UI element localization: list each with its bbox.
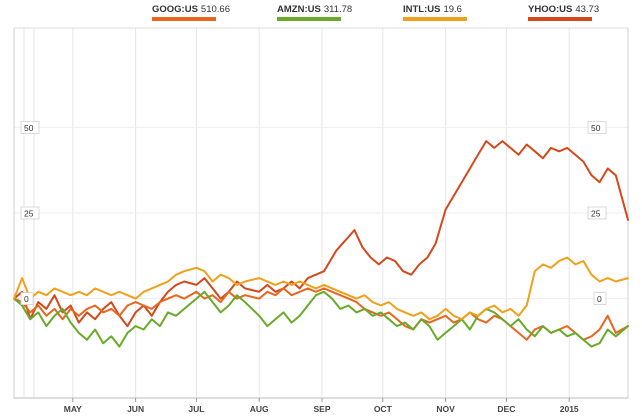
legend-swatch — [403, 17, 467, 21]
plot-frame — [13, 27, 629, 402]
legend-ticker: AMZN:US — [277, 4, 321, 15]
x-tick-label: MAY — [64, 404, 82, 414]
legend-value: 43.73 — [575, 4, 600, 15]
legend-item-yhoo[interactable]: YHOO:US 43.73 — [528, 4, 599, 21]
legend-value: 19.6 — [443, 4, 462, 15]
x-tick-label: SEP — [313, 404, 330, 414]
x-tick-label: DEC — [497, 404, 515, 414]
legend-ticker: INTL:US — [403, 4, 441, 15]
chart-legend: GOOG:US 510.66 AMZN:US 311.78 INTL:US 19.6 … — [0, 4, 642, 26]
series-line — [13, 140, 629, 328]
y-tick-label-right: 25 — [591, 209, 601, 219]
y-tick-label-box — [20, 206, 40, 220]
legend-item-goog[interactable]: GOOG:US 510.66 — [152, 4, 230, 21]
y-tick-label: 50 — [24, 123, 34, 133]
series-line — [13, 290, 629, 348]
y-tick-label: 25 — [24, 209, 34, 219]
y-tick-label-box-right — [587, 206, 607, 220]
legend-value: 311.78 — [323, 4, 353, 15]
y-tick-label: 0 — [24, 294, 29, 304]
x-tick-label: AUG — [250, 404, 269, 414]
series-line — [13, 287, 629, 341]
x-tick-label: NOV — [436, 404, 455, 414]
series-line — [13, 256, 629, 321]
series-lines — [13, 140, 629, 348]
x-tick-label: 2015 — [560, 404, 579, 414]
legend-swatch — [277, 17, 341, 21]
gridlines — [14, 28, 628, 398]
legend-swatch — [528, 17, 592, 21]
y-tick-label-box-right — [587, 121, 607, 134]
x-tick-label: JUL — [188, 404, 204, 414]
legend-ticker: GOOG:US — [152, 4, 198, 15]
axis-labels: 50 50 25 25 0 0 MAY JUN JUL AUG SEP OCT NOV DEC 2015 — [20, 121, 607, 414]
x-tick-label: JUN — [127, 404, 144, 414]
legend-swatch — [152, 17, 216, 21]
y-tick-label-right: 0 — [597, 294, 602, 304]
y-tick-label-box — [20, 121, 40, 134]
y-tick-label-right: 50 — [591, 123, 601, 133]
legend-item-amzn[interactable]: AMZN:US 311.78 — [277, 4, 352, 21]
y-tick-label-box-right — [593, 292, 607, 306]
legend-value: 510.66 — [200, 4, 230, 15]
legend-item-intl[interactable]: INTL:US 19.6 — [403, 4, 467, 21]
y-tick-label-box — [20, 292, 34, 306]
legend-ticker: YHOO:US — [528, 4, 573, 15]
x-tick-label: OCT — [374, 404, 393, 414]
